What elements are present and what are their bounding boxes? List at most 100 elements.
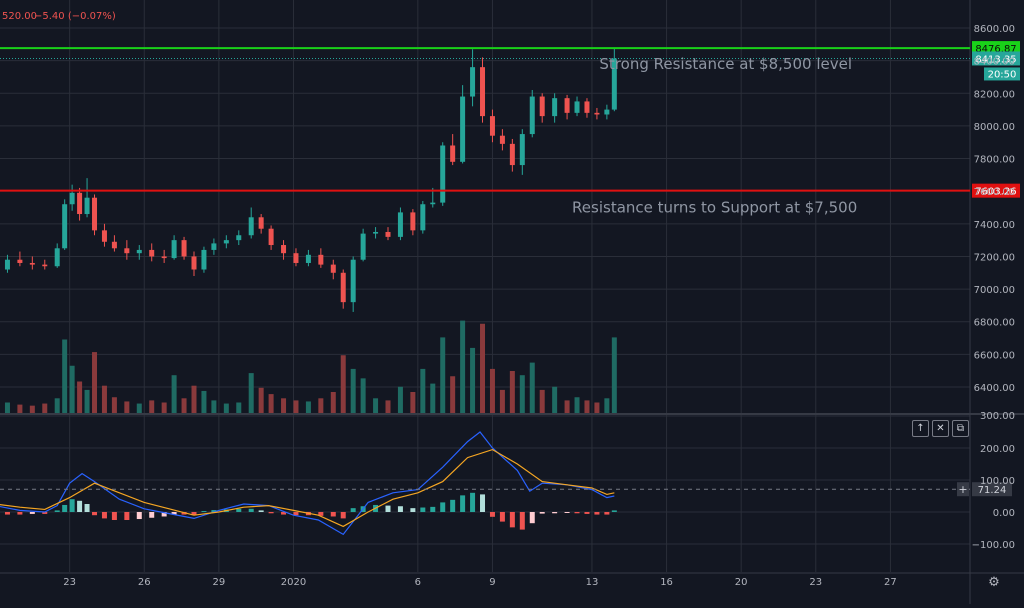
price-axis-tick-label: 8600.00 bbox=[974, 24, 1015, 35]
candle-body bbox=[450, 145, 456, 162]
time-axis-tick-label: 29 bbox=[213, 577, 226, 588]
volume-bar bbox=[248, 373, 254, 413]
volume-bar bbox=[519, 375, 525, 413]
macd-histogram-bar bbox=[29, 512, 35, 514]
macd-reference-label-bg bbox=[972, 482, 1012, 497]
volume-bar bbox=[4, 402, 10, 413]
volume-bar bbox=[440, 337, 446, 413]
volume-bar bbox=[450, 376, 456, 413]
macd-histogram-bar bbox=[529, 512, 535, 524]
volume-bar bbox=[489, 368, 495, 413]
candle-body bbox=[92, 197, 98, 231]
settings-gear-icon: ⚙ bbox=[988, 575, 1000, 590]
volume-bar bbox=[268, 394, 274, 413]
volume-bar bbox=[574, 397, 580, 413]
volume-bar bbox=[161, 402, 167, 413]
macd-histogram-bar bbox=[248, 508, 254, 512]
volume-bar bbox=[111, 397, 117, 413]
candle-body bbox=[191, 256, 197, 270]
macd-histogram-bar bbox=[604, 512, 610, 515]
macd-histogram-bar bbox=[171, 512, 177, 515]
macd-histogram-bar bbox=[69, 499, 75, 512]
macd-histogram-bar bbox=[4, 512, 10, 515]
candle-body bbox=[258, 217, 264, 229]
macd-histogram-bar bbox=[509, 512, 515, 528]
price-axis-tick-label: 7600.00 bbox=[974, 187, 1015, 198]
current-price-label: 8413.35 bbox=[975, 54, 1016, 65]
macd-axis-tick-label: −100.00 bbox=[972, 540, 1015, 551]
volume-bar bbox=[149, 400, 155, 413]
countdown-label-bg bbox=[984, 67, 1020, 81]
volume-bar bbox=[539, 389, 545, 413]
macd-reference-label: 71.24 bbox=[978, 485, 1007, 496]
macd-histogram-bar bbox=[564, 512, 570, 513]
macd-axis-tick-label: 0.00 bbox=[993, 508, 1015, 519]
candle-body bbox=[101, 230, 107, 242]
volume-bar bbox=[604, 398, 610, 413]
price-axis-tick-label: 6600.00 bbox=[974, 350, 1015, 361]
volume-bar bbox=[92, 352, 98, 413]
candle-body bbox=[69, 192, 75, 205]
resistance-price-label: 8476.87 bbox=[975, 44, 1016, 55]
volume-bar bbox=[410, 392, 416, 413]
candle-body bbox=[318, 254, 324, 265]
macd-histogram-bar bbox=[111, 512, 117, 520]
macd-add-alert-bg bbox=[957, 482, 969, 497]
maximize-pane-button[interactable]: ⧉ bbox=[952, 420, 969, 437]
candle-body bbox=[77, 192, 83, 215]
candle-body bbox=[350, 259, 356, 303]
add-alert-icon: + bbox=[958, 483, 967, 496]
volume-bar bbox=[420, 368, 426, 413]
volume-bar bbox=[430, 383, 436, 413]
candle-body bbox=[29, 262, 35, 265]
price-axis-tick-label: 6400.00 bbox=[974, 383, 1015, 394]
volume-bar bbox=[373, 398, 379, 413]
macd-histogram-bar bbox=[293, 512, 299, 516]
volume-bar bbox=[124, 401, 130, 413]
macd-histogram-bar bbox=[77, 500, 83, 512]
candle-body bbox=[281, 245, 287, 254]
macd-axis-tick-label: 200.00 bbox=[980, 444, 1015, 455]
volume-bar bbox=[611, 337, 617, 413]
candle-body bbox=[440, 145, 446, 203]
candle-body bbox=[124, 248, 130, 254]
candle-body bbox=[410, 212, 416, 231]
macd-histogram-bar bbox=[42, 512, 48, 514]
chart-annotation: Strong Resistance at $8,500 level bbox=[599, 55, 852, 73]
volume-bar bbox=[305, 401, 311, 413]
candle-body bbox=[54, 248, 60, 267]
candle-body bbox=[84, 197, 90, 215]
candle-body bbox=[499, 135, 505, 144]
candle-body bbox=[604, 109, 610, 115]
time-axis-tick-label: 6 bbox=[415, 577, 421, 588]
candle-body bbox=[62, 204, 68, 249]
candle-body bbox=[373, 231, 379, 234]
candle-body bbox=[201, 249, 207, 270]
volume-bar bbox=[77, 381, 83, 413]
macd-histogram-bar bbox=[17, 512, 23, 515]
volume-bar bbox=[564, 400, 570, 413]
volume-bar bbox=[258, 387, 264, 413]
candle-body bbox=[574, 101, 580, 113]
macd-histogram-bar bbox=[136, 512, 142, 520]
candle-body bbox=[236, 235, 242, 241]
macd-histogram-bar bbox=[440, 502, 446, 512]
volume-bar bbox=[480, 323, 486, 413]
volume-bar bbox=[101, 385, 107, 413]
volume-bar bbox=[460, 320, 466, 413]
time-axis-tick-label: 13 bbox=[586, 577, 599, 588]
candle-body bbox=[509, 143, 515, 166]
macd-histogram-bar bbox=[611, 510, 617, 512]
support-price-label-bg bbox=[972, 183, 1020, 198]
macd-histogram-bar bbox=[330, 512, 336, 517]
volume-bar bbox=[552, 386, 558, 413]
move-pane-up-button[interactable]: ↑ bbox=[912, 420, 929, 437]
candle-body bbox=[248, 217, 254, 236]
candle-body bbox=[519, 134, 525, 166]
volume-bar bbox=[360, 378, 366, 413]
candle-body bbox=[42, 264, 48, 267]
close-pane-button[interactable]: ✕ bbox=[932, 420, 949, 437]
candle-body bbox=[4, 259, 10, 270]
